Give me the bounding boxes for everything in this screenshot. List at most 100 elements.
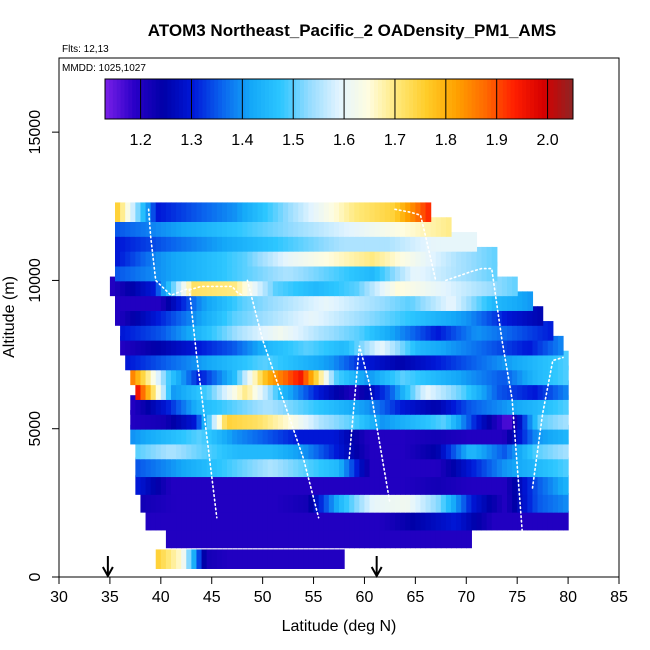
heatmap-cell [547,335,554,356]
heatmap-cell [288,365,294,386]
heatmap-cell [451,246,457,267]
heatmap-cell [267,424,274,445]
heatmap-cell [333,549,340,569]
heatmap-cell [486,350,493,371]
heatmap-cell [313,232,320,252]
heatmap-cell [486,306,493,326]
heatmap-cell [552,395,559,415]
heatmap-cell [389,202,396,222]
heatmap-cell [522,335,528,356]
heatmap-cell [405,232,411,252]
heatmap-cell [120,335,126,356]
heatmap-cell [150,232,157,252]
heatmap-cell [476,475,483,495]
heatmap-cell [405,335,411,356]
heatmap-cell [552,457,559,478]
annotation-flights: Flts: 12,13 [62,44,109,55]
flight-track-line [394,208,437,282]
heatmap-cell [440,439,447,460]
heatmap-cell [221,395,228,415]
heatmap-cell [140,475,147,495]
heatmap-cell [501,410,508,430]
heatmap-cell [410,217,416,237]
colorbar-swatch [331,79,336,119]
heatmap-cell [216,380,223,400]
heatmap-cell [262,246,269,267]
heatmap-cell [476,365,483,386]
colorbar-swatch [132,79,137,119]
heatmap-cell [288,510,294,531]
heatmap-cell [415,335,422,356]
heatmap-cell [328,335,335,356]
heatmap-cell [466,493,472,513]
heatmap-cell [181,457,187,478]
heatmap-cell [298,217,304,237]
heatmap-cell [155,395,162,415]
colorbar-frame [104,78,574,120]
heatmap-cell [532,395,539,415]
heatmap-cell [135,306,142,326]
heatmap-cell [145,232,152,252]
heatmap-cell [369,410,376,430]
colorbar-swatch [128,79,133,119]
heatmap-cell [257,380,264,400]
heatmap-cell [461,439,467,460]
heatmap-cell [440,380,447,400]
heatmap-cell [155,276,162,297]
heatmap-cell [339,276,345,297]
heatmap-cell [425,410,432,430]
heatmap-cell [349,365,355,386]
heatmap-cell [171,549,177,569]
heatmap-cell [262,493,269,513]
heatmap-cell [237,395,243,415]
heatmap-cell [440,395,447,415]
heatmap-cell [395,202,401,222]
heatmap-cell [171,217,177,237]
colorbar-swatch [272,79,278,119]
heatmap-cell [293,246,299,267]
heatmap-cell [359,306,366,326]
heatmap-cell [512,380,518,400]
heatmap-cell [389,217,396,237]
heatmap-cell [191,475,198,495]
heatmap-cell [308,380,315,400]
heatmap-cell [313,335,320,356]
heatmap-cell [267,410,274,430]
heatmap-cell [277,335,284,356]
heatmap-cell [176,365,182,386]
heatmap-cell [303,528,310,549]
heatmap-cell [440,246,447,267]
heatmap-cell [176,335,182,356]
heatmap-cell [283,457,289,478]
heatmap-cell [160,493,167,513]
heatmap-cell [563,457,569,478]
heatmap-cell [476,439,483,460]
heatmap-cell [522,439,528,460]
heatmap-cell [415,493,422,513]
heatmap-cell [308,246,315,267]
heatmap-cell [181,217,187,237]
heatmap-cell [257,410,264,430]
heatmap-cell [476,395,483,415]
heatmap-cell [496,380,503,400]
colorbar-swatch [397,79,402,119]
heatmap-cell [171,306,177,326]
colorbar-swatch [112,79,118,119]
heatmap-cell [221,380,228,400]
heatmap-cell [267,510,274,531]
heatmap-cell [395,217,401,237]
heatmap-cell [206,424,213,445]
colorbar-swatch [300,79,305,119]
heatmap-cell [481,439,488,460]
heatmap-cell [232,510,238,531]
heatmap-cell [491,291,498,311]
heatmap-cell [288,232,294,252]
heatmap-cell [364,246,371,267]
heatmap-cell [211,261,218,282]
colorbar-swatch [163,79,168,119]
heatmap-cell [415,246,422,267]
heatmap-cell [318,475,325,495]
heatmap-cell [155,232,162,252]
heatmap-cell [211,528,218,549]
heatmap-cell [440,510,447,531]
